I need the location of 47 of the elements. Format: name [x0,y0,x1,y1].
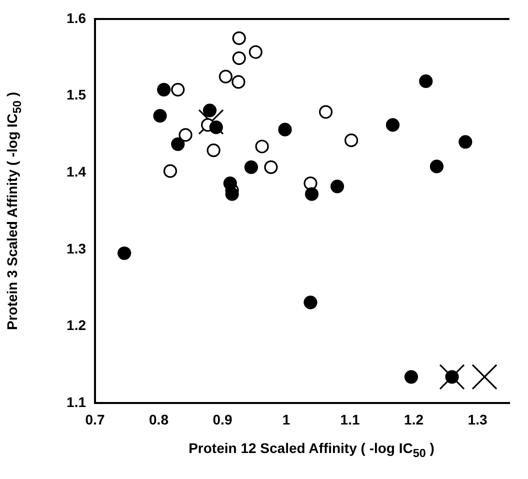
y-tick-label: 1.2 [66,317,86,334]
point [419,74,433,88]
y-tick-label: 1.5 [66,86,86,103]
point [178,128,192,142]
point [304,187,319,201]
point [472,364,498,390]
point [163,164,178,178]
point [223,176,237,190]
x-tick-label: 1.2 [404,411,424,428]
point [202,104,217,118]
y-tick-label: 1.4 [66,163,86,180]
point [157,82,171,96]
point [225,187,239,201]
point [304,176,318,190]
point [209,120,223,134]
x-tick-label: 1.3 [468,411,488,428]
point [218,70,232,84]
point [118,246,132,260]
point [248,45,262,59]
point [458,135,472,149]
point [244,160,258,174]
y-tick-label: 1.3 [66,240,86,256]
x-tick-label: 0.8 [149,411,169,428]
point [232,51,246,65]
point [232,75,246,89]
point [206,144,220,158]
point [153,108,167,123]
x-tick-label: 1 [282,411,290,428]
x-axis-title: Protein 12 Scaled Affinity ( -log IC$_{50}$ ) [188,440,436,460]
point [404,370,418,384]
point [171,82,185,96]
point [386,118,400,132]
x-tick-label: 0.7 [85,411,105,428]
point [430,160,444,174]
y-tick-label: 1.6 [66,10,86,26]
point [344,134,358,148]
point [278,122,292,136]
x-tick-label: 0.9 [212,411,232,428]
x-tick-label: 1.1 [340,411,360,428]
point [255,140,269,154]
point [171,137,185,151]
point [318,105,333,119]
point [264,160,278,174]
point [304,296,318,310]
point [232,31,246,45]
y-tick-label: 1.1 [66,394,86,410]
point [330,180,344,194]
